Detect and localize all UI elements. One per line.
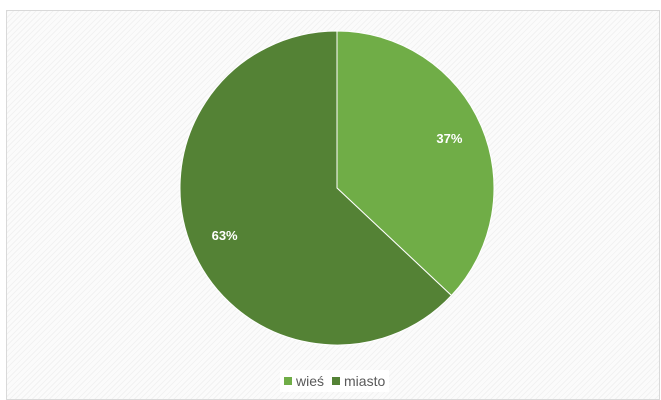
pie-labels: 37% 63% [212, 131, 463, 243]
legend-item-wies: wieś [284, 373, 324, 389]
data-label-wies: 37% [436, 131, 462, 146]
legend-swatch-wies [284, 377, 292, 385]
pie-slice-wies [336, 30, 495, 297]
legend-item-miasto: miasto [332, 373, 385, 389]
pie-slices [179, 30, 495, 346]
data-label-miasto: 63% [212, 228, 238, 243]
legend-label-wies: wieś [296, 373, 325, 389]
legend-swatch-miasto [332, 377, 341, 385]
legend-label-miasto: miasto [344, 373, 386, 389]
chart-legend: wieś miasto [280, 370, 390, 392]
pie-slice-miasto [179, 30, 453, 346]
